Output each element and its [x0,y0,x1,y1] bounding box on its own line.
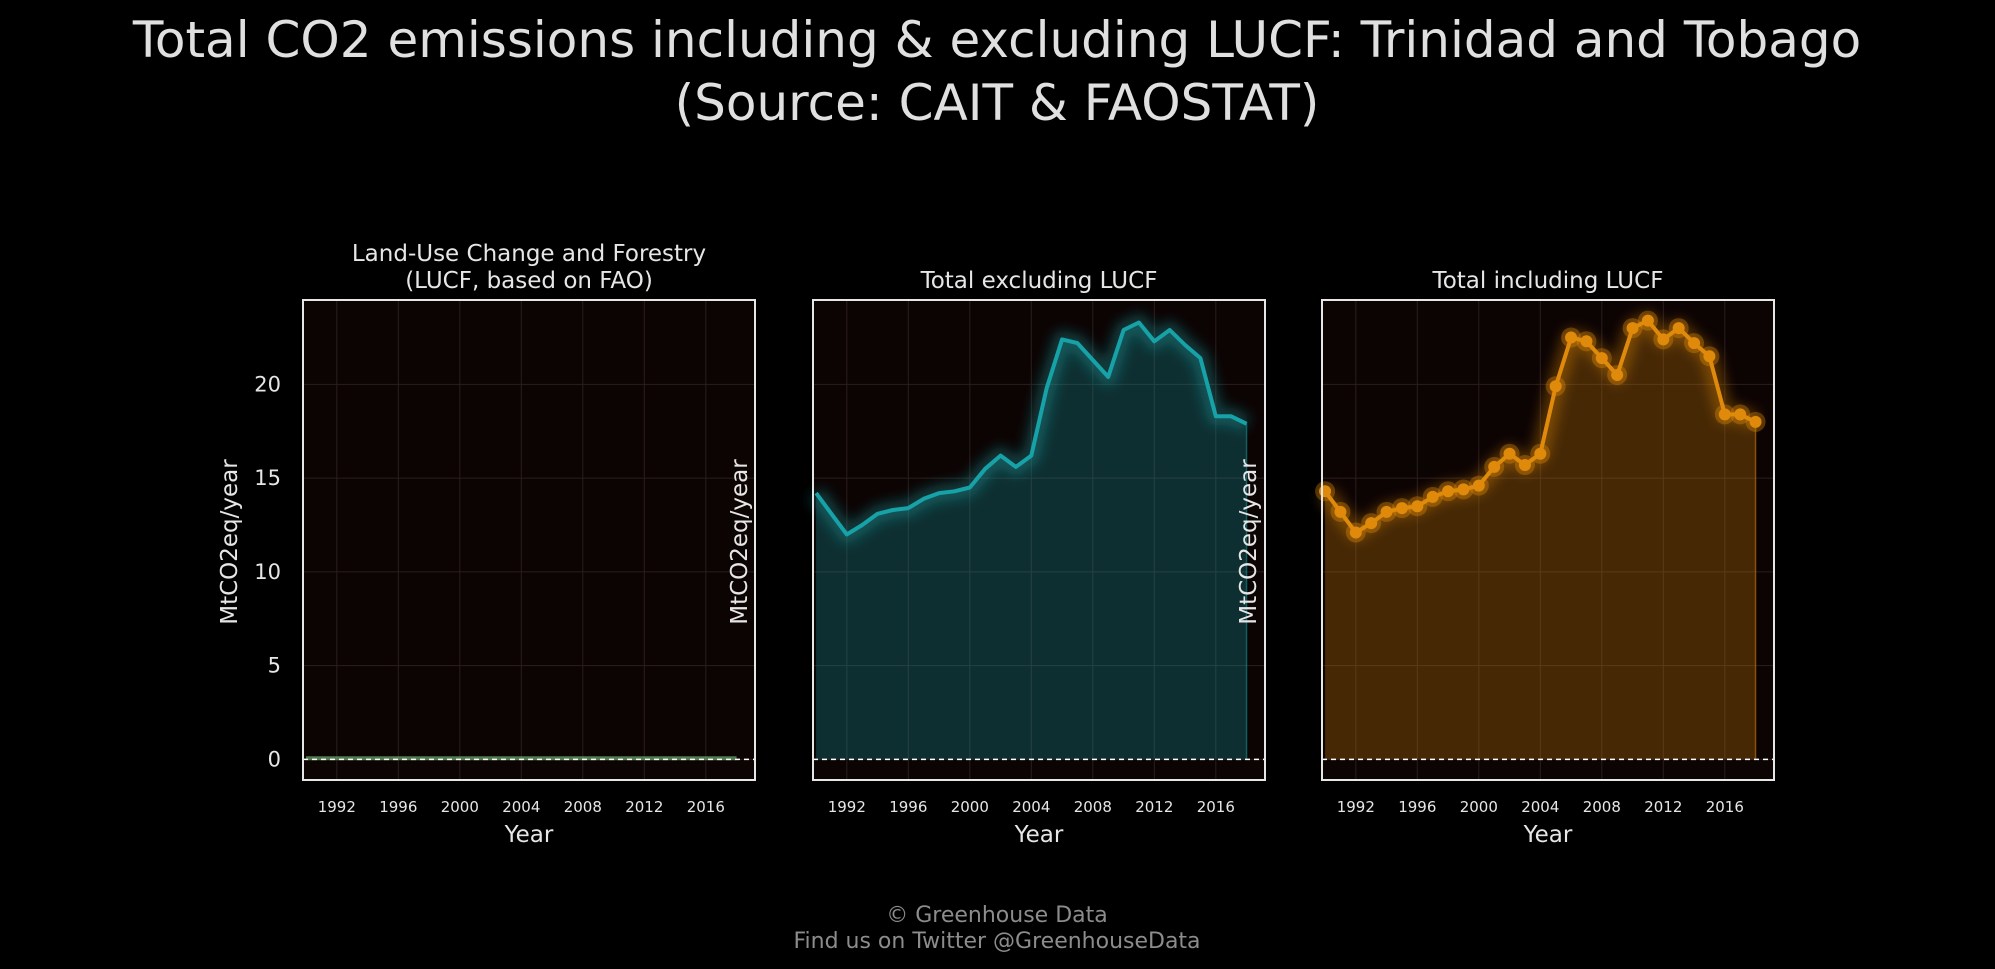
data-point [1749,415,1762,428]
panel-1: Land-Use Change and Forestry(LUCF, based… [217,241,756,848]
x-tick-label: 2008 [564,798,602,816]
data-point [1626,322,1639,335]
x-tick-label: 2016 [1706,798,1744,816]
y-tick-label: 20 [254,372,281,396]
panel-title-line: Total excluding LUCF [920,268,1158,294]
data-point [1734,408,1747,421]
x-tick-label: 2000 [951,798,989,816]
x-tick-label: 2012 [625,798,663,816]
panel-2: Total excluding LUCF 1992 1996 2000 2004 2008… [727,268,1266,848]
data-point [1442,485,1455,498]
x-axis-label: Year [1014,822,1064,848]
data-point [1703,350,1716,363]
y-tick-label: 5 [268,654,281,678]
data-point [1472,479,1485,492]
data-point [1503,447,1516,460]
x-tick-label: 2004 [502,798,540,816]
series-area [816,322,1247,760]
data-point [1365,517,1378,530]
x-tick-label: 2016 [1197,798,1235,816]
y-tick-label: 10 [254,560,281,584]
footer-twitter: Find us on Twitter @GreenhouseData [793,929,1200,954]
x-tick-label: 2012 [1644,798,1682,816]
plot-background [813,300,1265,780]
x-tick-label: 1996 [379,798,417,816]
x-tick-label: 1996 [889,798,927,816]
y-tick-label: 15 [254,466,281,490]
x-axis-label: Year [504,822,554,848]
data-point [1319,485,1332,498]
data-point [1688,337,1701,350]
y-tick-label: 0 [268,747,281,771]
data-point [1565,331,1578,344]
y-axis-label: MtCO2eq/year [217,459,243,625]
x-tick-label: 2004 [1521,798,1559,816]
data-point [1395,502,1408,515]
series-area [1325,320,1756,760]
plot-background [303,300,755,780]
data-point [1657,333,1670,346]
data-point [1380,505,1393,518]
data-point [1426,490,1439,503]
x-tick-label: 2000 [441,798,479,816]
data-point [1580,335,1593,348]
data-point [1488,460,1501,473]
panel-3: Total including LUCF 1992 1996 2000 2004 2008… [1236,268,1775,848]
x-tick-label: 2008 [1074,798,1112,816]
x-tick-label: 1996 [1398,798,1436,816]
plot-frame [812,299,1266,781]
panels: Land-Use Change and Forestry(LUCF, based… [217,241,1775,848]
x-tick-label: 2016 [687,798,725,816]
footer-copyright: © Greenhouse Data [886,903,1107,928]
data-point [1349,526,1362,539]
chart-title: Total CO2 emissions including & excludin… [132,11,1861,69]
data-point [1595,352,1608,365]
data-point [1411,500,1424,513]
panel-title-line: Land-Use Change and Forestry [352,241,706,267]
x-tick-label: 2012 [1135,798,1173,816]
data-point [1534,447,1547,460]
plot-frame [302,299,756,781]
plot-frame [1321,299,1775,781]
plot-background [1322,300,1774,780]
data-point [1457,483,1470,496]
y-axis-label: MtCO2eq/year [727,459,753,625]
x-tick-label: 1992 [318,798,356,816]
panel-title-line: (LUCF, based on FAO) [405,268,653,294]
panel-title-line: Total including LUCF [1432,268,1664,294]
x-tick-label: 2008 [1583,798,1621,816]
data-point [1549,380,1562,393]
data-point [1718,408,1731,421]
x-axis-label: Year [1523,822,1573,848]
data-point [1641,314,1654,327]
data-point [1518,459,1531,471]
data-point [1334,505,1347,518]
x-tick-label: 1992 [828,798,866,816]
y-axis-label: MtCO2eq/year [1236,459,1262,625]
data-point [1611,369,1624,381]
chart-subtitle: (Source: CAIT & FAOSTAT) [675,74,1320,132]
x-tick-label: 2000 [1460,798,1498,816]
data-point [1672,322,1685,335]
series-line [814,320,1248,537]
x-tick-label: 1992 [1337,798,1375,816]
x-tick-label: 2004 [1012,798,1050,816]
